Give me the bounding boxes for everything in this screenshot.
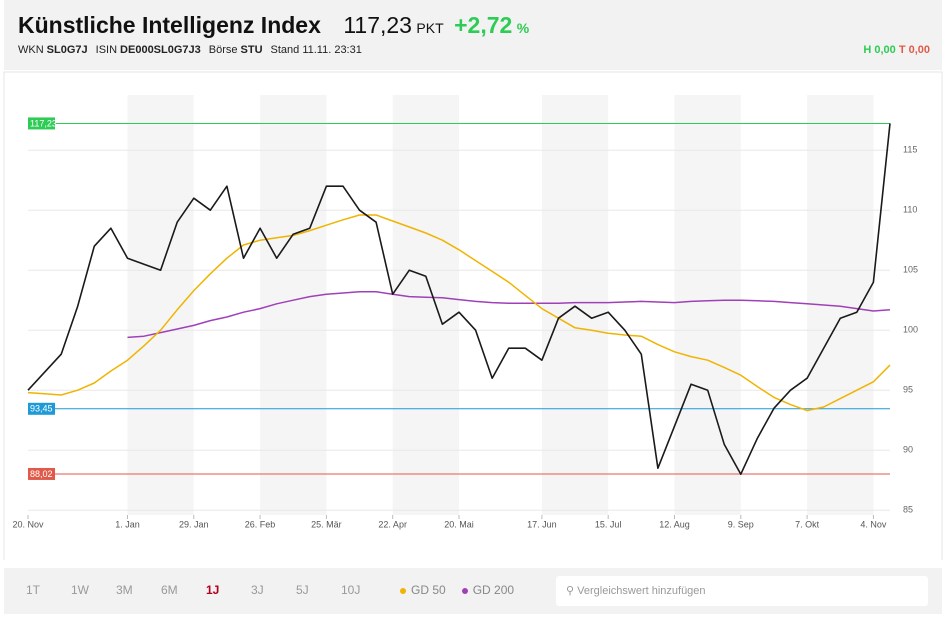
high-low: H 0,00 T 0,00 <box>863 44 930 56</box>
meta-value: STU <box>240 44 263 56</box>
meta-label: WKN <box>18 44 44 56</box>
legend-label: GD 50 <box>411 583 446 597</box>
reference-label: 88,02 <box>30 469 53 479</box>
y-tick-label: 100 <box>903 325 918 335</box>
month-band <box>674 95 741 515</box>
y-tick-label: 95 <box>903 385 913 395</box>
month-band <box>392 95 459 515</box>
reference-label: 117,23 <box>30 118 57 128</box>
title: Künstliche Intelligenz Index <box>18 12 321 38</box>
x-tick-label: 20. Mai <box>444 519 474 529</box>
x-tick-label: 4. Nov <box>860 519 887 529</box>
header: Künstliche Intelligenz Index 117,23 PKT … <box>4 0 942 70</box>
y-tick-label: 110 <box>903 205 917 215</box>
x-tick-label: 25. Mär <box>311 519 342 529</box>
footer: 1T 1W 3M 6M 1J 3J 5J 10J GD 50 GD 200 ⚲ Vergleic… <box>4 568 942 614</box>
x-tick-label: 22. Apr <box>378 519 407 529</box>
range-button[interactable]: 5J <box>296 583 309 597</box>
x-tick-label: 1. Jan <box>115 519 140 529</box>
month-band <box>541 95 609 515</box>
y-tick-label: 115 <box>903 145 917 155</box>
unit: PKT <box>416 20 444 36</box>
x-tick-label: 7. Okt <box>795 519 820 529</box>
range-button[interactable]: 6M <box>161 583 178 597</box>
stand: Stand 11.11. 23:31 <box>270 44 362 56</box>
legend-dot <box>461 587 468 594</box>
range-button[interactable]: 1T <box>26 583 41 597</box>
series-line <box>27 123 891 475</box>
x-tick-label: 17. Jun <box>527 519 557 529</box>
reference-tag <box>28 117 55 130</box>
legend-item[interactable]: GD 50 <box>400 583 446 597</box>
meta-label: ISIN <box>95 44 118 56</box>
price: 117,23 <box>343 12 412 38</box>
reference-tag <box>28 402 55 415</box>
change: +2,72 <box>454 12 513 38</box>
range-button[interactable]: 10J <box>341 583 361 597</box>
range-button[interactable]: 1J <box>206 583 220 597</box>
legend-dot <box>400 587 406 594</box>
ranges: 1T 1W 3M 6M 1J 3J 5J 10J <box>26 583 386 597</box>
search-placeholder: Vergleichswert hinzufügen <box>577 585 706 597</box>
chart: 85 90 95 100 105 110 115 20. Nov 1. Jan 29. Jan 26… <box>3 71 943 560</box>
y-tick-label: 85 <box>903 505 913 515</box>
search-box[interactable]: ⚲ Vergleichswert hinzufügen <box>556 576 928 606</box>
range-button[interactable]: 3M <box>116 583 133 597</box>
reference-label: 93,45 <box>30 404 53 414</box>
legend: GD 50 GD 200 <box>400 583 530 597</box>
series-line <box>27 214 891 412</box>
series-line <box>127 291 891 339</box>
y-tick-label: 105 <box>903 265 918 275</box>
meta-value: DE000SL0G7J3 <box>120 44 201 56</box>
range-button[interactable]: 1W <box>71 583 89 597</box>
x-tick-label: 9. Sep <box>728 519 754 529</box>
y-tick-label: 90 <box>903 445 913 455</box>
high: H 0,00 <box>863 44 896 56</box>
x-tick-label: 15. Jul <box>595 519 622 529</box>
x-tick-label: 26. Feb <box>245 519 276 529</box>
change-unit: % <box>516 20 530 36</box>
meta-label: Börse <box>208 44 238 56</box>
x-tick-label: 20. Nov <box>12 519 44 529</box>
legend-label: GD 200 <box>472 583 515 597</box>
low: T 0,00 <box>898 44 930 56</box>
month-band <box>127 95 194 515</box>
legend-item[interactable]: GD 200 <box>461 583 515 597</box>
title-row: Künstliche Intelligenz Index 117,23 PKT … <box>18 12 529 39</box>
meta-value: SL0G7J <box>46 44 88 56</box>
x-tick-label: 29. Jan <box>179 519 209 529</box>
x-tick-label: 12. Aug <box>659 519 690 529</box>
reference-tag <box>28 467 55 480</box>
meta: WKN SL0G7J ISIN DE000SL0G7J3 Börse STU Stand 1… <box>18 44 362 56</box>
range-button[interactable]: 3J <box>251 583 264 597</box>
